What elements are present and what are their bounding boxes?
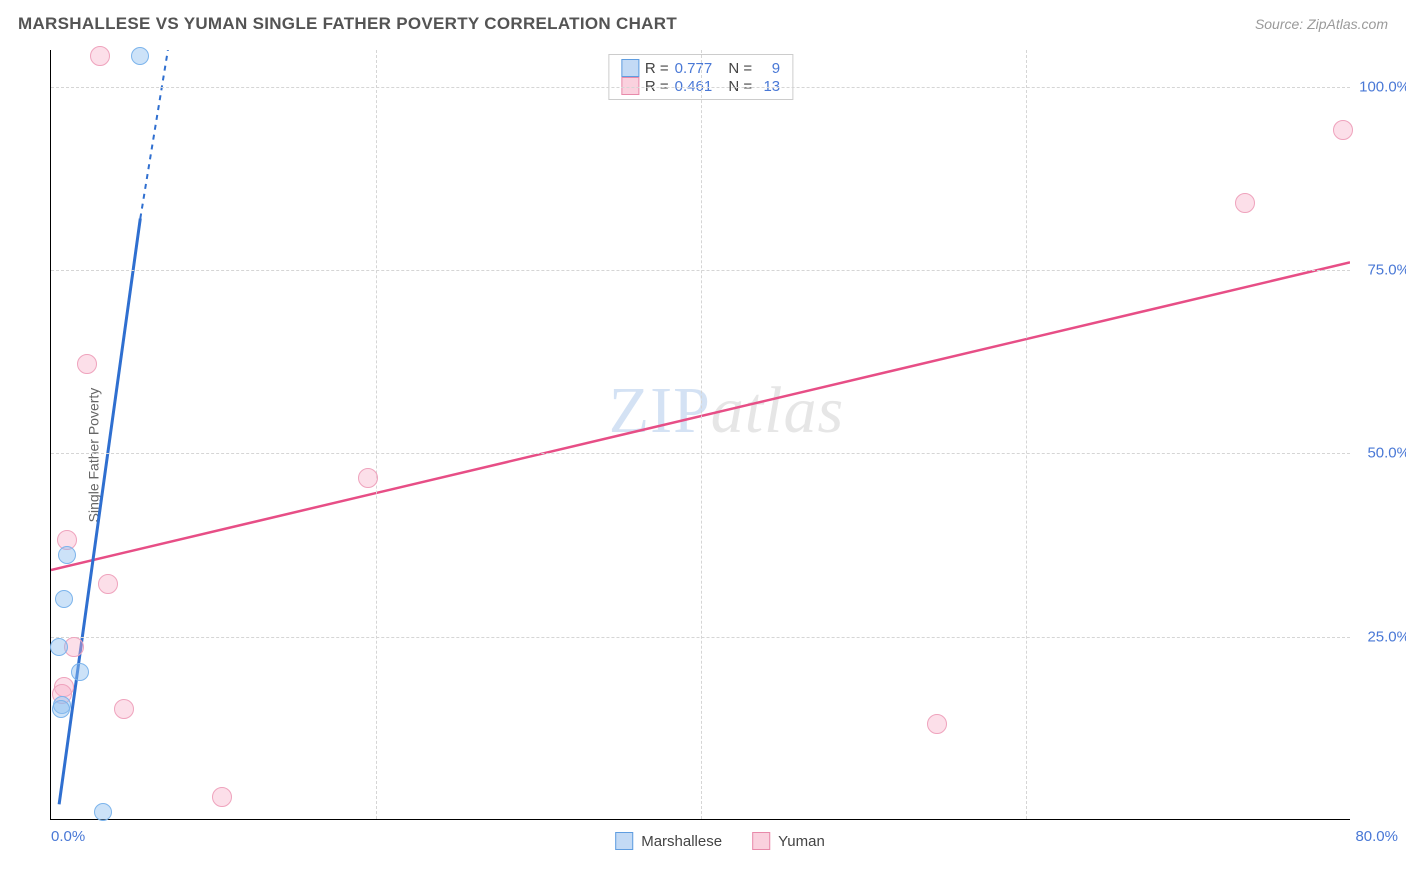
x-tick-right: 80.0% — [1355, 828, 1398, 845]
series-legend: Marshallese Yuman — [615, 832, 825, 850]
chart-source: Source: ZipAtlas.com — [1255, 16, 1388, 32]
data-point — [927, 714, 947, 734]
watermark-zip: ZIP — [609, 374, 711, 447]
data-point — [55, 590, 73, 608]
n-value: 9 — [758, 60, 780, 77]
data-point — [358, 468, 378, 488]
data-point — [114, 699, 134, 719]
chart-header: MARSHALLESE VS YUMAN SINGLE FATHER POVER… — [18, 14, 1388, 34]
data-point — [52, 700, 70, 718]
chart-title: MARSHALLESE VS YUMAN SINGLE FATHER POVER… — [18, 14, 677, 34]
y-tick-label: 25.0% — [1367, 628, 1406, 645]
legend-label: Yuman — [778, 833, 825, 850]
data-point — [58, 546, 76, 564]
y-tick-label: 75.0% — [1367, 262, 1406, 279]
data-point — [77, 354, 97, 374]
data-point — [131, 47, 149, 65]
gridline-v — [376, 50, 377, 819]
r-value: 0.777 — [675, 60, 713, 77]
swatch-blue — [621, 59, 639, 77]
swatch-pink — [752, 832, 770, 850]
data-point — [94, 803, 112, 821]
swatch-blue — [615, 832, 633, 850]
x-tick-left: 0.0% — [51, 828, 85, 845]
data-point — [71, 663, 89, 681]
gridline-v — [701, 50, 702, 819]
data-point — [50, 638, 68, 656]
plot-area: ZIPatlas R = 0.777 N = 9 R = 0.461 N = 1… — [50, 50, 1350, 820]
data-point — [1333, 120, 1353, 140]
data-point — [98, 574, 118, 594]
gridline-v — [1026, 50, 1027, 819]
y-tick-label: 100.0% — [1359, 78, 1406, 95]
legend-item-yuman: Yuman — [752, 832, 825, 850]
watermark: ZIPatlas — [609, 373, 844, 449]
data-point — [212, 787, 232, 807]
n-label: N = — [728, 60, 752, 77]
data-point — [90, 46, 110, 66]
y-tick-label: 50.0% — [1367, 445, 1406, 462]
watermark-atlas: atlas — [711, 374, 844, 447]
chart-container: Single Father Poverty ZIPatlas R = 0.777… — [50, 50, 1390, 860]
legend-label: Marshallese — [641, 833, 722, 850]
r-label: R = — [645, 60, 669, 77]
data-point — [1235, 193, 1255, 213]
legend-item-marshallese: Marshallese — [615, 832, 722, 850]
